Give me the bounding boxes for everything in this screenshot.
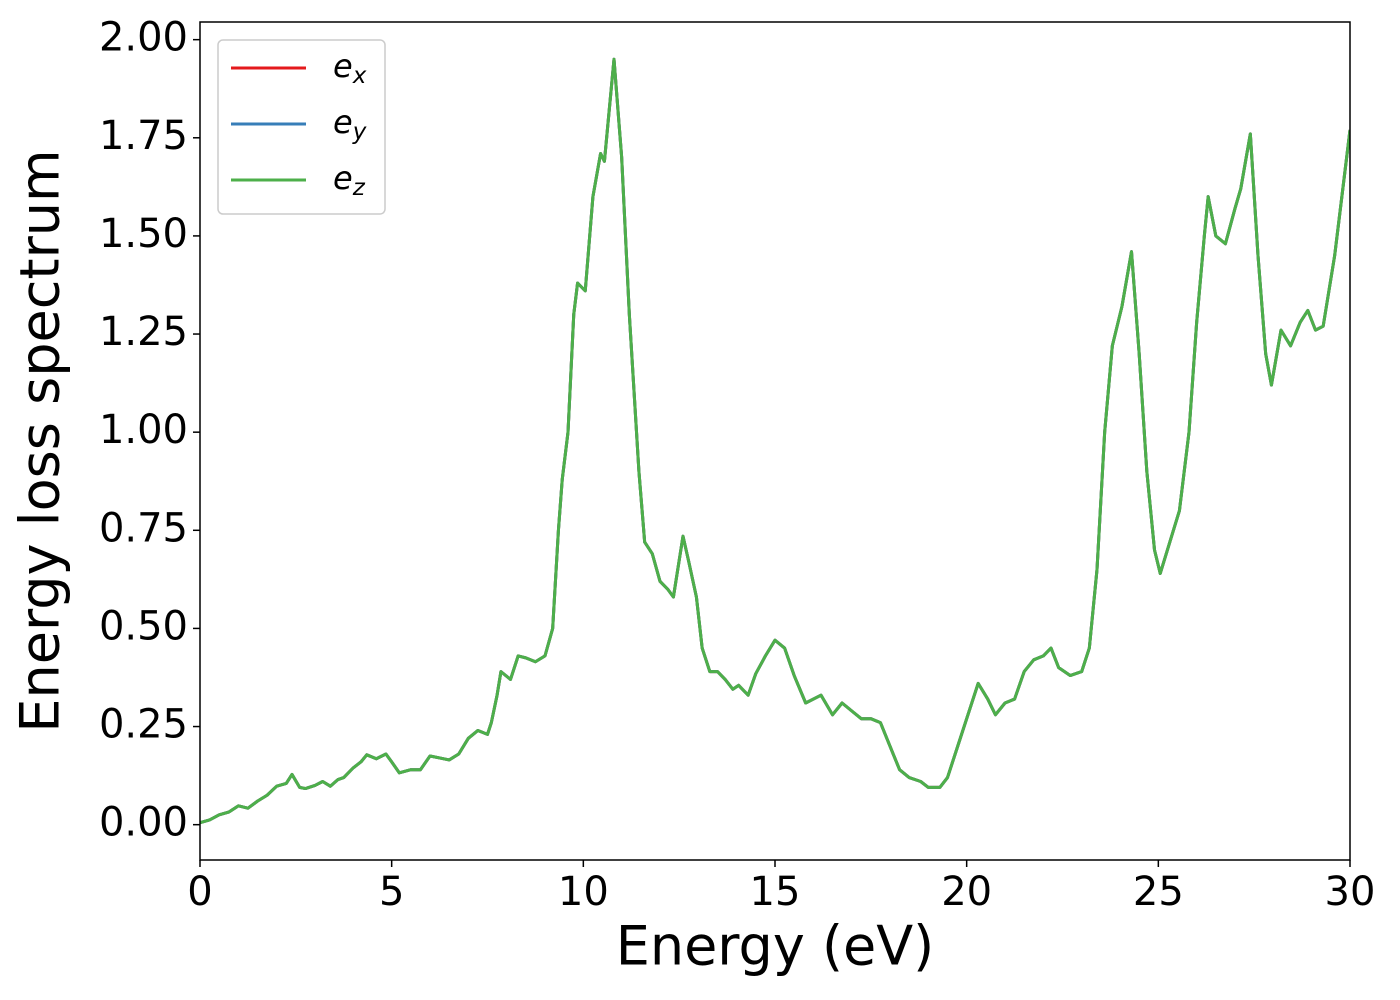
plot-frame <box>199 21 1351 861</box>
x-tick-label: 10 <box>558 869 609 915</box>
x-tick-label: 30 <box>1325 869 1376 915</box>
legend-box <box>217 39 386 215</box>
x-tick-label: 5 <box>379 869 404 915</box>
y-tick-label: 0.25 <box>99 702 188 748</box>
x-axis-label: Energy (eV) <box>616 915 935 978</box>
y-tick-label: 0.50 <box>99 603 188 649</box>
x-tick-label: 25 <box>1133 869 1184 915</box>
y-tick-label: 1.75 <box>99 113 188 159</box>
y-tick-label: 0.75 <box>99 505 188 551</box>
y-tick-label: 0.00 <box>99 800 188 846</box>
x-tick-label: 0 <box>187 869 212 915</box>
y-tick-label: 2.00 <box>99 15 188 61</box>
y-axis-label: Energy loss spectrum <box>9 149 72 732</box>
x-tick-label: 15 <box>750 869 801 915</box>
series-line <box>200 57 1350 825</box>
y-tick-label: 1.25 <box>99 309 188 355</box>
x-tick-label: 20 <box>941 869 992 915</box>
y-tick-label: 1.50 <box>99 211 188 257</box>
y-tick-label: 1.00 <box>99 407 188 453</box>
